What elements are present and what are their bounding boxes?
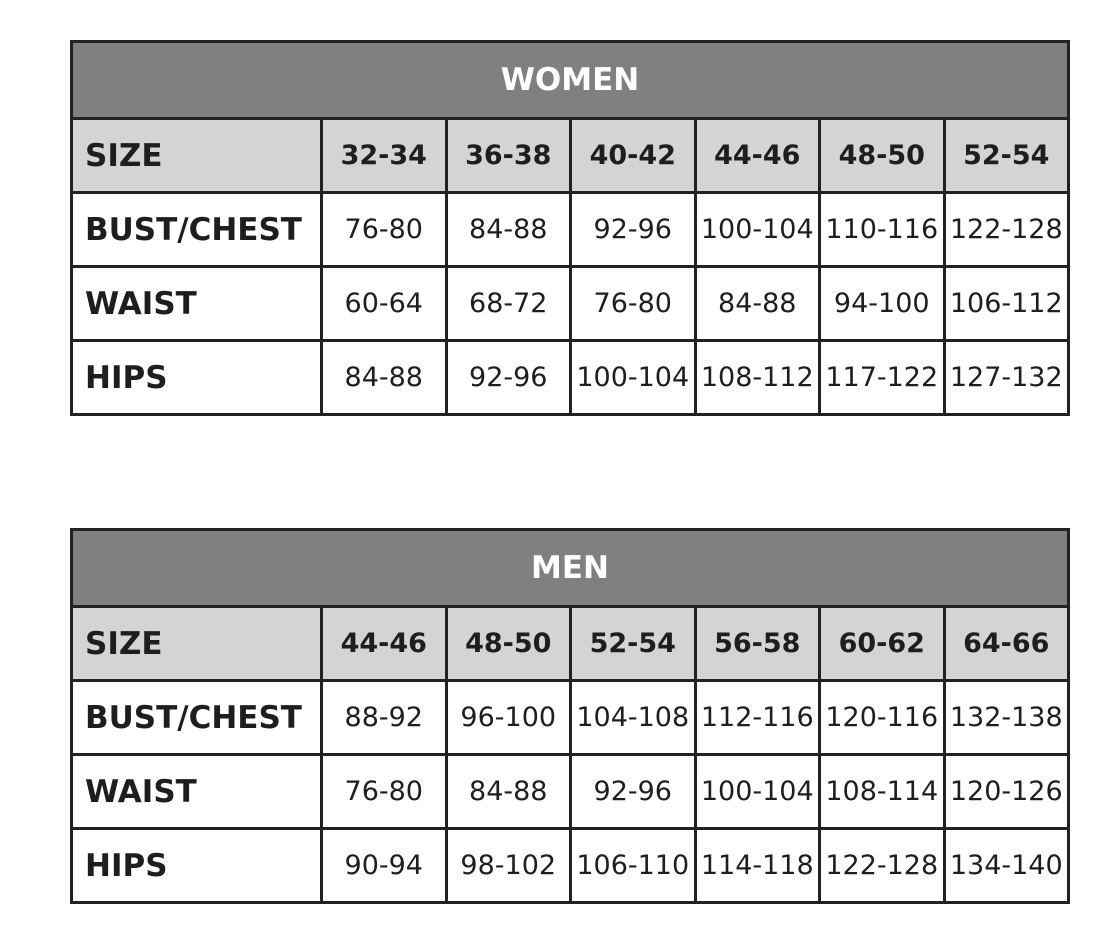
table-cell: 44-46	[693, 117, 821, 194]
table-cell: 40-42	[569, 117, 697, 194]
table-cell: 56-58	[693, 605, 821, 682]
table-cell: 84-88	[693, 265, 821, 342]
table-cell: 92-96	[444, 339, 572, 416]
row-label: BUST/CHEST	[70, 679, 323, 756]
table-cell: 76-80	[320, 191, 448, 268]
table-cell: 104-108	[569, 679, 697, 756]
table-row: BUST/CHEST 88-92 96-100 104-108 112-116 120-1…	[70, 679, 1070, 756]
table-cell: 114-118	[693, 827, 821, 904]
table-cell: 68-72	[444, 265, 572, 342]
table-cell: 52-54	[942, 117, 1070, 194]
table-cell: 64-66	[942, 605, 1070, 682]
table-cell: 98-102	[444, 827, 572, 904]
table-row: HIPS 84-88 92-96 100-104 108-112 117-122 127-1…	[70, 339, 1070, 416]
table-cell: 52-54	[569, 605, 697, 682]
table-cell: 60-62	[818, 605, 946, 682]
row-label: WAIST	[70, 265, 323, 342]
table-row: WAIST 60-64 68-72 76-80 84-88 94-100 106-112	[70, 265, 1070, 342]
row-label: SIZE	[70, 117, 323, 194]
table-cell: 112-116	[693, 679, 821, 756]
women-size-table: WOMEN SIZE 32-34 36-38 40-42 44-46 48-50 52-54 B…	[70, 40, 1070, 416]
table-cell: 84-88	[444, 191, 572, 268]
row-label: BUST/CHEST	[70, 191, 323, 268]
table-cell: 110-116	[818, 191, 946, 268]
table-cell: 48-50	[818, 117, 946, 194]
table-cell: 100-104	[693, 191, 821, 268]
table-cell: 76-80	[569, 265, 697, 342]
row-label: SIZE	[70, 605, 323, 682]
table-cell: 120-116	[818, 679, 946, 756]
table-cell: 84-88	[444, 753, 572, 830]
table-row: SIZE 44-46 48-50 52-54 56-58 60-62 64-66	[70, 605, 1070, 682]
table-cell: 48-50	[444, 605, 572, 682]
table-cell: 132-138	[942, 679, 1070, 756]
table-cell: 44-46	[320, 605, 448, 682]
table-cell: 84-88	[320, 339, 448, 416]
table-cell: 92-96	[569, 191, 697, 268]
table-row: BUST/CHEST 76-80 84-88 92-96 100-104 110-116 1…	[70, 191, 1070, 268]
table-cell: 134-140	[942, 827, 1070, 904]
table-row: WAIST 76-80 84-88 92-96 100-104 108-114 120-12…	[70, 753, 1070, 830]
table-cell: 108-114	[818, 753, 946, 830]
table-cell: 100-104	[693, 753, 821, 830]
table-cell: 90-94	[320, 827, 448, 904]
men-size-table: MEN SIZE 44-46 48-50 52-54 56-58 60-62 64-66 BUS…	[70, 528, 1070, 904]
table-cell: 60-64	[320, 265, 448, 342]
table-cell: 96-100	[444, 679, 572, 756]
table-cell: 108-112	[693, 339, 821, 416]
table-cell: 120-126	[942, 753, 1070, 830]
table-cell: 36-38	[444, 117, 572, 194]
table-cell: 122-128	[942, 191, 1070, 268]
table-cell: 32-34	[320, 117, 448, 194]
table-cell: 127-132	[942, 339, 1070, 416]
table-cell: 117-122	[818, 339, 946, 416]
table-cell: 122-128	[818, 827, 946, 904]
table-cell: 94-100	[818, 265, 946, 342]
table-cell: 76-80	[320, 753, 448, 830]
table-cell: 106-112	[942, 265, 1070, 342]
table-cell: 88-92	[320, 679, 448, 756]
table-row: HIPS 90-94 98-102 106-110 114-118 122-128 134-…	[70, 827, 1070, 904]
row-label: WAIST	[70, 753, 323, 830]
table-title: WOMEN	[70, 40, 1070, 120]
table-row: SIZE 32-34 36-38 40-42 44-46 48-50 52-54	[70, 117, 1070, 194]
row-label: HIPS	[70, 339, 323, 416]
table-cell: 106-110	[569, 827, 697, 904]
table-title: MEN	[70, 528, 1070, 608]
table-cell: 100-104	[569, 339, 697, 416]
row-label: HIPS	[70, 827, 323, 904]
table-cell: 92-96	[569, 753, 697, 830]
